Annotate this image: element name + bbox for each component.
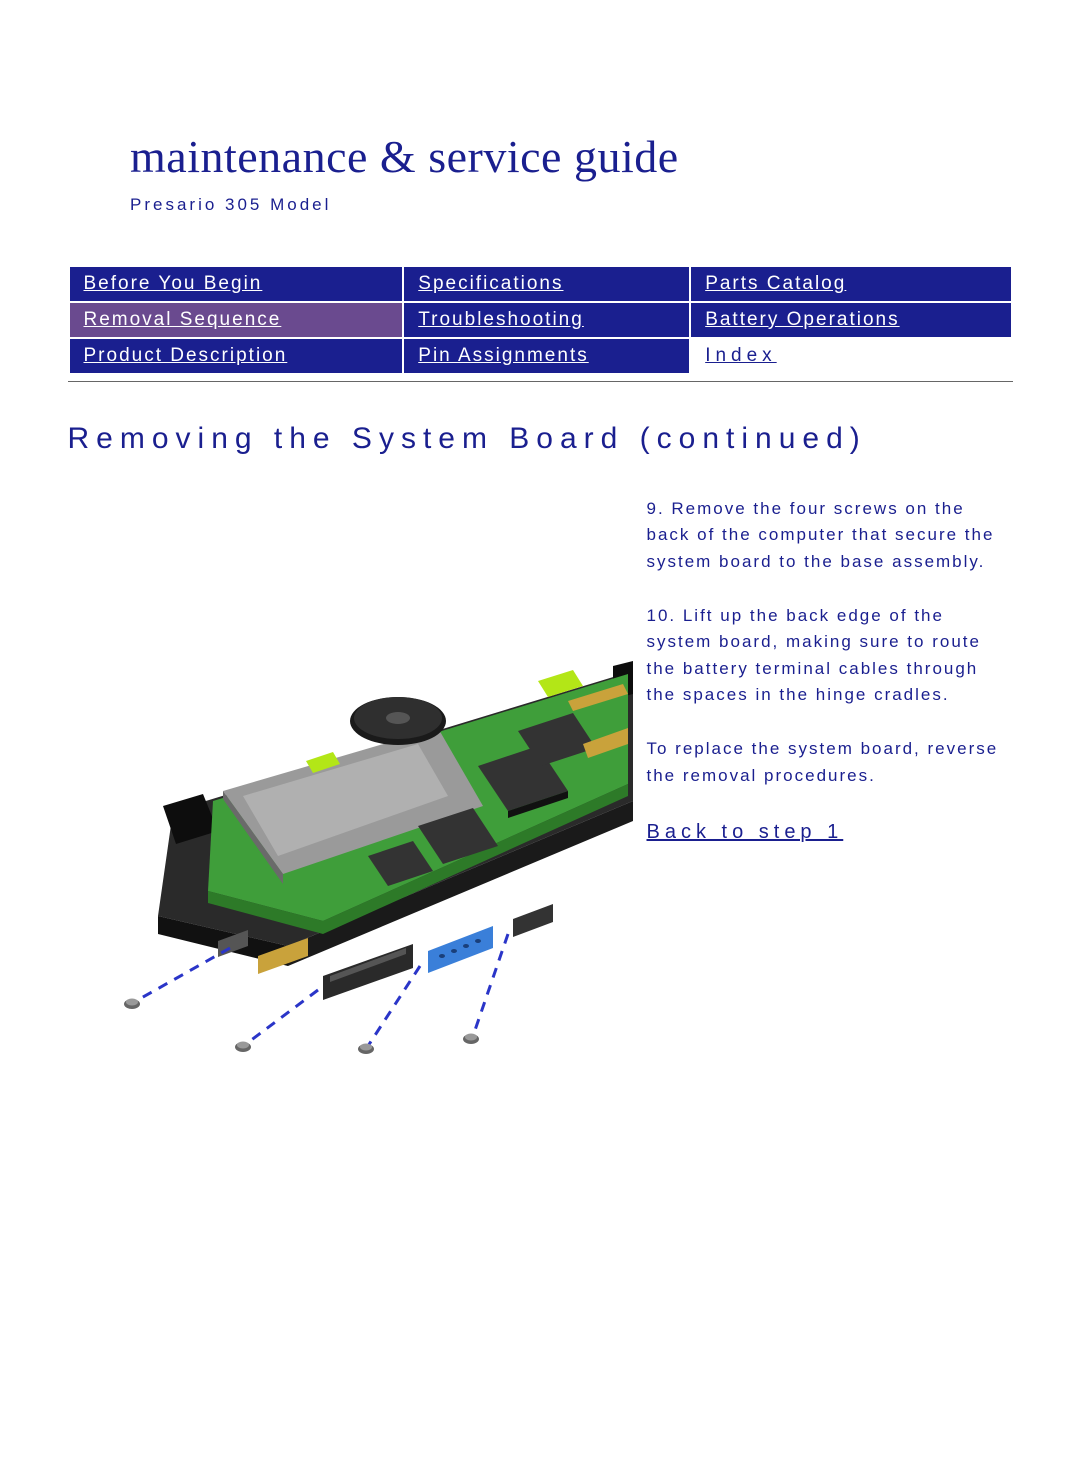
nav-cell[interactable]: Parts Catalog (691, 267, 1010, 301)
system-board-illustration (68, 496, 633, 1056)
nav-cell[interactable]: Pin Assignments (404, 339, 689, 373)
nav-index-link[interactable]: Index (705, 345, 776, 366)
nav-link[interactable]: Specifications (418, 273, 563, 294)
content-row: 9. Remove the four screws on the back of… (68, 496, 1013, 1056)
page-heading: Removing the System Board (continued) (68, 422, 1013, 456)
step-9: 9. Remove the four screws on the back of… (647, 496, 1013, 575)
nav-link[interactable]: Product Description (84, 345, 288, 366)
nav-link[interactable]: Troubleshooting (418, 309, 584, 330)
nav-link[interactable]: Parts Catalog (705, 273, 846, 294)
nav-cell-active[interactable]: Removal Sequence (70, 303, 403, 337)
nav-cell[interactable]: Specifications (404, 267, 689, 301)
nav-cell[interactable]: Before You Begin (70, 267, 403, 301)
nav-cell-index[interactable]: Index (691, 339, 1010, 373)
main-content: Removing the System Board (continued) (68, 422, 1013, 1056)
nav-menu: Before You Begin Specifications Parts Cata… (68, 265, 1013, 375)
instruction-text: 9. Remove the four screws on the back of… (647, 496, 1013, 1056)
guide-title: maintenance & service guide (130, 130, 1020, 183)
nav-cell[interactable]: Product Description (70, 339, 403, 373)
divider-line (68, 381, 1013, 382)
back-to-step-1-link[interactable]: Back to step 1 (647, 821, 844, 843)
nav-link[interactable]: Battery Operations (705, 309, 899, 330)
replace-note: To replace the system board, reverse the… (647, 736, 1013, 789)
nav-link[interactable]: Before You Begin (84, 273, 263, 294)
nav-link[interactable]: Removal Sequence (84, 309, 282, 330)
motherboard-diagram (68, 496, 633, 1056)
nav-cell[interactable]: Battery Operations (691, 303, 1010, 337)
nav-link[interactable]: Pin Assignments (418, 345, 588, 366)
model-subtitle: Presario 305 Model (130, 195, 1020, 215)
nav-cell[interactable]: Troubleshooting (404, 303, 689, 337)
step-10: 10. Lift up the back edge of the system … (647, 603, 1013, 708)
header: maintenance & service guide Presario 305… (0, 0, 1080, 235)
